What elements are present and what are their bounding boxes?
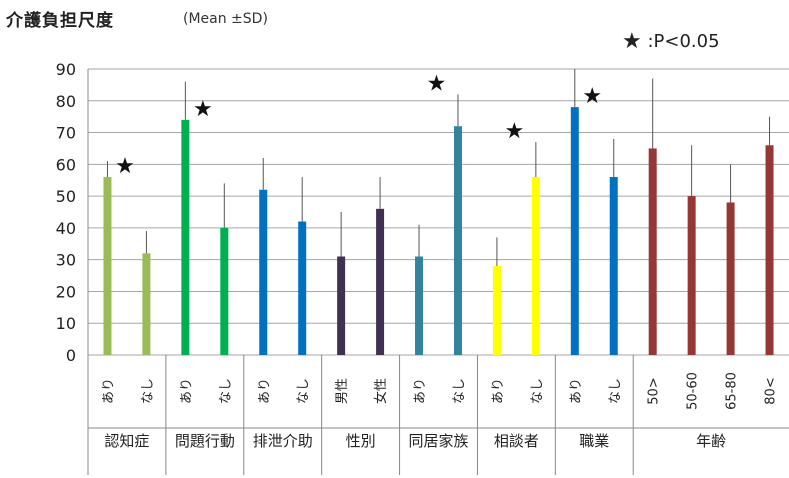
- bar: [453, 126, 462, 355]
- chart-title: 介護負担尺度: [6, 11, 114, 31]
- group-label: 職業: [579, 432, 609, 450]
- bar-category-label: なし: [608, 378, 623, 404]
- significance-star: ★: [115, 154, 135, 179]
- significance-star: ★: [505, 119, 525, 144]
- bar-category-label: 80<: [764, 377, 779, 404]
- legend-text: :P<0.05: [647, 31, 720, 52]
- significance-star: ★: [193, 97, 213, 122]
- group-label: 性別: [346, 432, 376, 450]
- y-tick-label: 30: [56, 251, 76, 270]
- y-tick-label: 60: [56, 155, 76, 174]
- bar-category-label: なし: [296, 378, 311, 404]
- bar-category-label: あり: [491, 378, 506, 404]
- bar: [609, 177, 618, 355]
- chart-subtitle: (Mean ±SD): [183, 11, 268, 27]
- bar: [492, 266, 501, 355]
- bar-category-label: あり: [101, 378, 116, 404]
- bar-category-label: 男性: [335, 378, 350, 404]
- bar-category-label: あり: [413, 378, 428, 404]
- y-tick-label: 40: [56, 219, 76, 238]
- bar-category-label: なし: [452, 378, 467, 404]
- bar-category-label: 50-60: [686, 372, 701, 410]
- bar: [687, 196, 696, 355]
- bar: [181, 119, 190, 355]
- group-label: 年齢: [696, 432, 726, 450]
- group-label: 同居家族: [408, 432, 468, 450]
- bar: [142, 253, 151, 355]
- y-tick-label: 90: [56, 60, 76, 79]
- bar: [337, 256, 346, 355]
- significance-star: ★: [582, 84, 602, 109]
- bar: [415, 256, 424, 355]
- bar: [648, 148, 657, 355]
- y-tick-label: 20: [56, 282, 76, 301]
- y-tick-label: 70: [56, 124, 76, 143]
- bar: [298, 221, 307, 355]
- y-tick-label: 10: [56, 314, 76, 333]
- significance-legend: ★ :P<0.05: [622, 29, 720, 54]
- group-label: 排泄介助: [253, 432, 313, 450]
- y-tick-label: 0: [66, 346, 76, 365]
- significance-star: ★: [427, 71, 447, 96]
- bar: [765, 145, 774, 355]
- group-label: 相談者: [494, 432, 539, 450]
- star-icon: ★: [622, 29, 642, 54]
- bar-category-label: なし: [140, 378, 155, 404]
- bar-category-label: 65-80: [725, 372, 740, 410]
- bar: [376, 208, 385, 355]
- group-label: 認知症: [104, 432, 149, 450]
- bar: [570, 107, 579, 355]
- bar: [726, 202, 735, 355]
- y-tick-label: 80: [56, 92, 76, 111]
- bar-category-label: あり: [179, 378, 194, 404]
- bar-category-label: 女性: [373, 378, 389, 404]
- bar: [220, 227, 229, 355]
- bar: [103, 177, 112, 355]
- bar: [259, 189, 268, 355]
- bar: [531, 177, 540, 355]
- group-label: 問題行動: [175, 432, 235, 450]
- y-tick-label: 50: [56, 187, 76, 206]
- bar-category-label: なし: [530, 378, 545, 404]
- bar-category-label: なし: [218, 378, 233, 404]
- bar-category-label: あり: [257, 378, 272, 404]
- bar-category-label: 50>: [647, 377, 662, 404]
- bar-category-label: あり: [569, 378, 584, 404]
